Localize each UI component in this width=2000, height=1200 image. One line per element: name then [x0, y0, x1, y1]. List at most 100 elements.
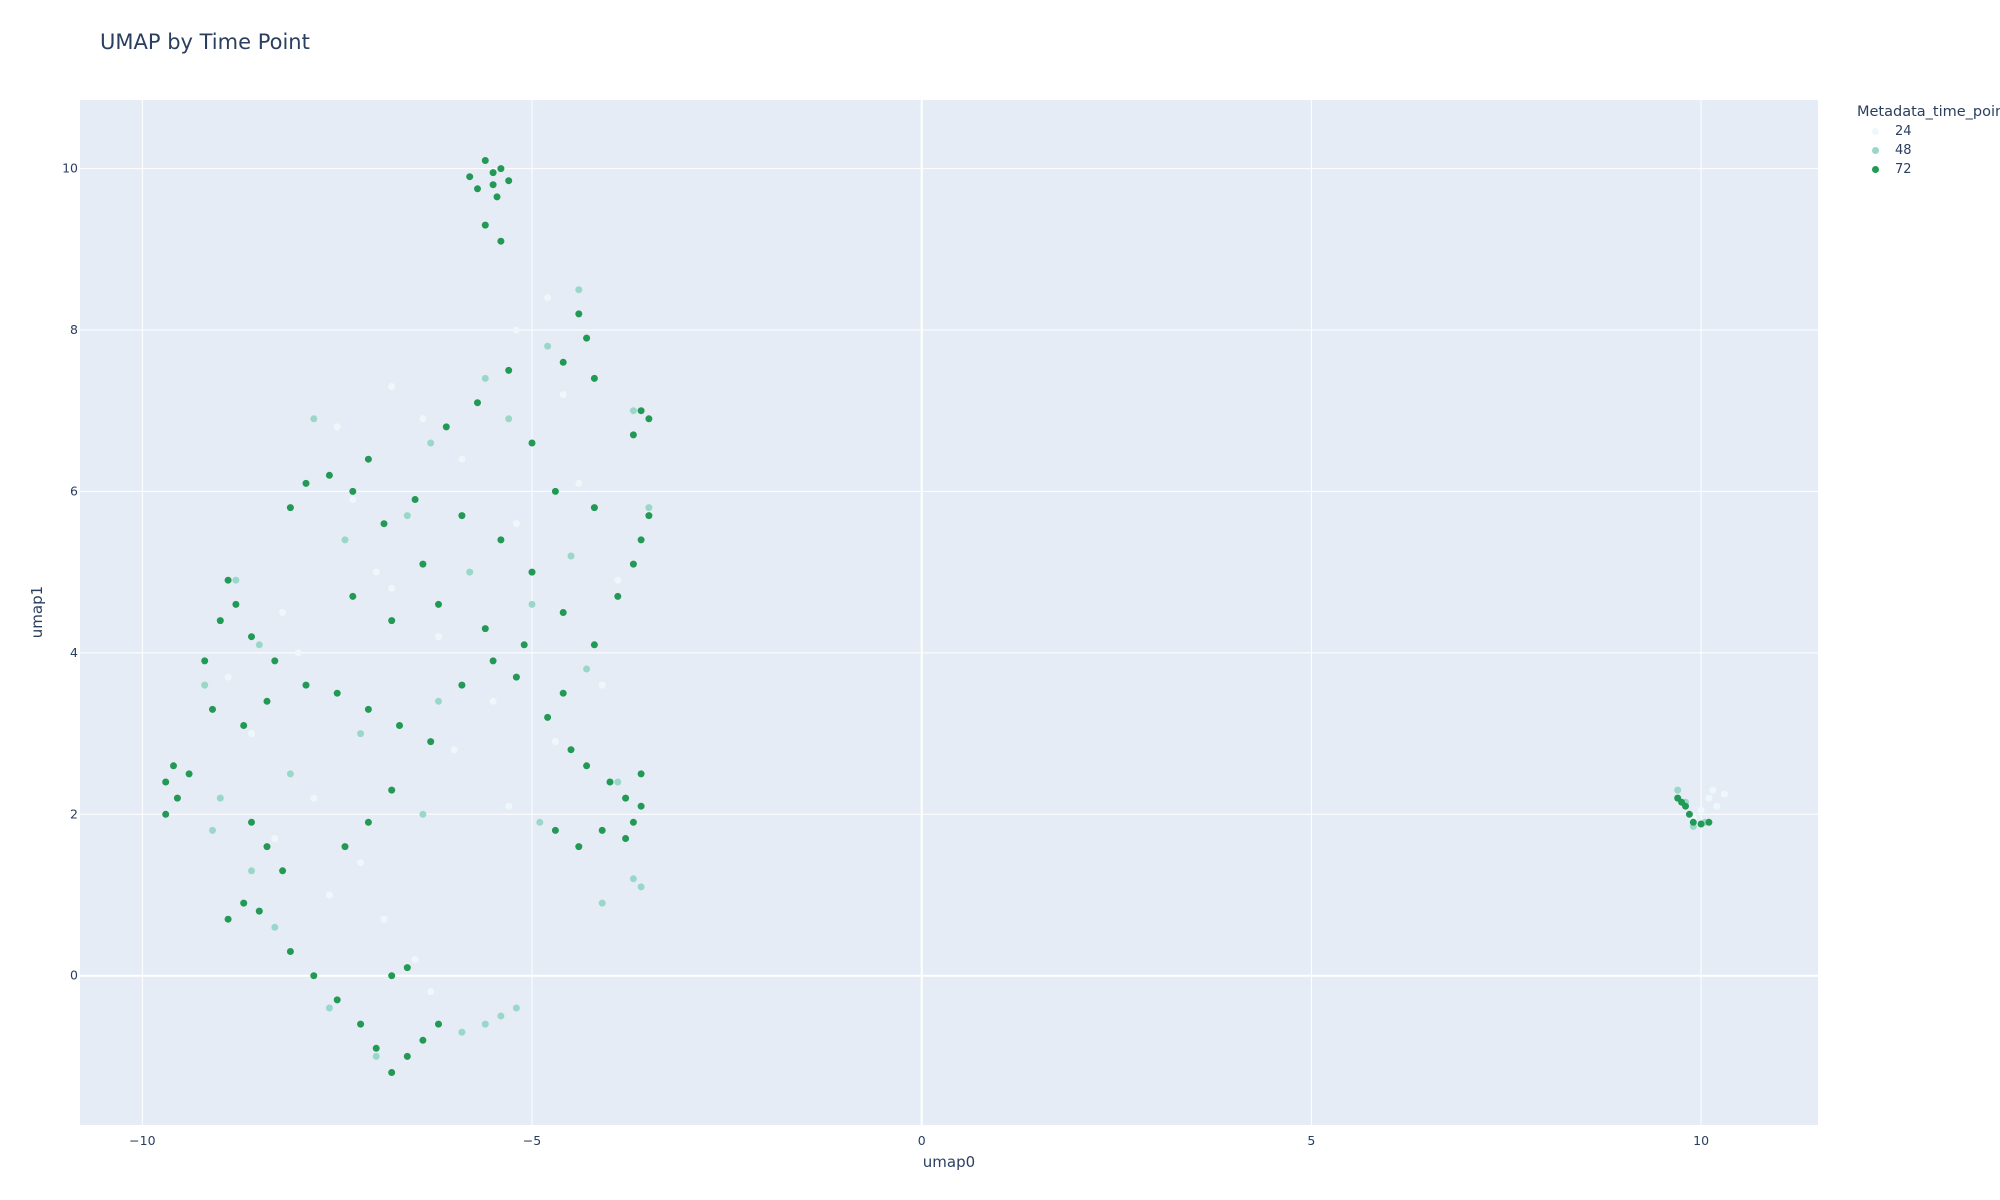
scatter-point-72 [248, 818, 255, 826]
legend-item-72[interactable]: 72 [1857, 160, 2000, 179]
scatter-point-48 [481, 1020, 489, 1028]
scatter-point-72 [209, 705, 216, 713]
scatter-point-72 [224, 576, 232, 584]
legend-label-48: 48 [1895, 143, 1912, 158]
scatter-point-72 [598, 826, 606, 834]
scatter-point-24 [559, 391, 567, 399]
scatter-point-48 [466, 568, 474, 576]
scatter-point-48 [536, 818, 544, 826]
data-points [162, 157, 1728, 1076]
scatter-point-48 [255, 641, 263, 649]
scatter-point-72 [481, 221, 489, 229]
scatter-point-48 [481, 374, 489, 382]
scatter-point-48 [512, 1004, 520, 1012]
scatter-point-72 [403, 1052, 411, 1060]
scatter-point-24 [551, 738, 559, 746]
scatter-point-24 [357, 859, 365, 867]
scatter-point-72 [583, 334, 591, 342]
scatter-point-72 [333, 689, 341, 697]
scatter-point-24 [1721, 790, 1728, 798]
scatter-point-24 [411, 956, 419, 963]
scatter-point-72 [364, 818, 372, 826]
scatter-point-48 [232, 576, 240, 584]
scatter-point-48 [614, 778, 622, 786]
scatter-point-72 [567, 746, 575, 754]
x-axis-title: umap0 [923, 1153, 975, 1171]
scatter-point-72 [512, 673, 520, 681]
scatter-point-48 [372, 1052, 380, 1060]
scatter-point-24 [598, 681, 606, 689]
scatter-point-72 [255, 907, 263, 915]
scatter-point-72 [388, 1069, 396, 1076]
scatter-point-24 [1713, 802, 1721, 810]
scatter-point-24 [450, 746, 458, 754]
scatter-point-48 [645, 504, 653, 512]
tick-labels: −10 −5 0 5 10 0 2 4 6 8 10 [62, 161, 1709, 1148]
scatter-point-48 [271, 923, 279, 931]
scatter-point-72 [1685, 810, 1693, 818]
scatter-point-24 [310, 794, 318, 802]
scatter-point-48 [575, 286, 583, 294]
scatter-point-72 [170, 762, 177, 770]
scatter-point-48 [637, 883, 645, 891]
scatter-point-24 [333, 423, 341, 431]
scatter-point-72 [520, 641, 528, 649]
scatter-point-48 [544, 342, 552, 350]
scatter-point-72 [481, 625, 489, 633]
legend-item-48[interactable]: 48 [1857, 141, 2000, 160]
scatter-point-48 [310, 415, 318, 423]
scatter-point-24 [505, 802, 513, 810]
grid-lines [80, 100, 1818, 1125]
scatter-point-48 [497, 1012, 505, 1020]
scatter-point-48 [505, 415, 513, 423]
scatter-point-48 [419, 810, 427, 818]
legend-title: Metadata_time_point [1857, 104, 2000, 120]
scatter-point-72 [224, 915, 232, 923]
scatter-point-72 [466, 173, 474, 181]
scatter-point-72 [590, 641, 598, 649]
scatter-point-72 [489, 181, 497, 189]
scatter-point-48 [458, 1028, 466, 1036]
scatter-point-72 [201, 657, 209, 665]
scatter-point-72 [240, 899, 248, 907]
scatter-point-24 [435, 633, 442, 641]
scatter-point-24 [325, 891, 333, 899]
scatter-point-24 [512, 520, 520, 528]
plot-background [80, 100, 1818, 1125]
scatter-point-48 [528, 600, 536, 608]
scatter-point-72 [629, 818, 637, 826]
scatter-point-24 [248, 730, 255, 738]
scatter-point-48 [286, 770, 294, 778]
scatter-point-48 [325, 1004, 333, 1012]
scatter-point-24 [489, 697, 497, 705]
scatter-point-72 [637, 407, 645, 415]
scatter-point-72 [302, 681, 310, 689]
scatter-point-48 [216, 794, 224, 802]
legend-label-24: 24 [1895, 124, 1912, 139]
scatter-point-72 [458, 681, 466, 689]
scatter-point-48 [357, 730, 365, 738]
scatter-point-72 [419, 560, 427, 568]
scatter-point-72 [481, 157, 489, 164]
scatter-point-72 [162, 778, 170, 786]
y-tick-label: 2 [70, 806, 78, 821]
x-tick-label: −10 [129, 1133, 155, 1148]
scatter-point-72 [341, 843, 349, 851]
scatter-point-72 [240, 722, 248, 729]
scatter-point-72 [559, 689, 567, 697]
scatter-point-24 [1697, 806, 1705, 814]
scatter-point-72 [333, 996, 341, 1004]
scatter-point-48 [248, 867, 255, 875]
x-tick-label: 10 [1693, 1133, 1709, 1148]
scatter-point-72 [497, 536, 505, 544]
y-tick-label: 0 [70, 968, 78, 983]
scatter-point-72 [559, 609, 567, 616]
scatter-point-72 [606, 778, 614, 786]
legend-item-24[interactable]: 24 [1857, 122, 2000, 141]
scatter-point-72 [551, 487, 559, 495]
scatter-point-72 [302, 479, 310, 487]
scatter-point-72 [622, 794, 630, 802]
scatter-point-72 [173, 794, 181, 802]
scatter-point-48 [598, 899, 606, 907]
